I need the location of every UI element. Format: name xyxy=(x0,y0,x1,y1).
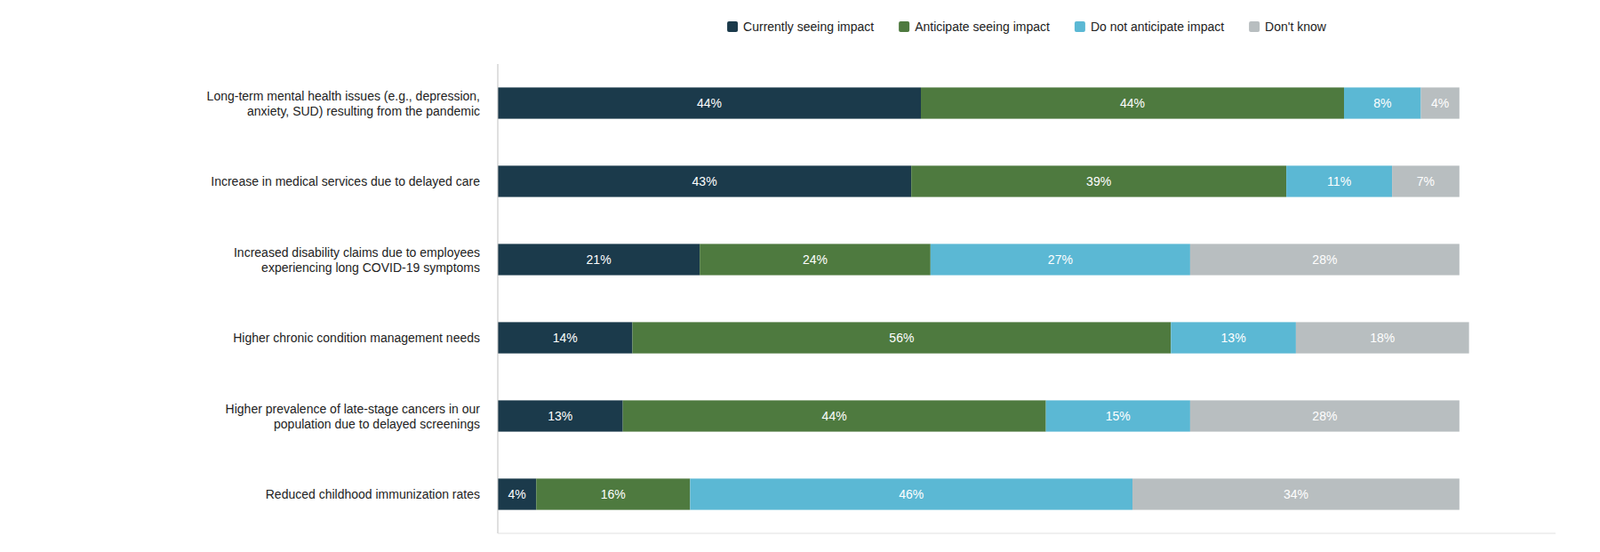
bar-segment xyxy=(689,478,1133,510)
category-label-line: anxiety, SUD) resulting from the pandemi… xyxy=(247,104,480,119)
bar-segment xyxy=(632,321,1171,353)
data-label: 15% xyxy=(1105,408,1131,424)
data-label: 44% xyxy=(696,96,722,111)
legend-item: Anticipate seeing impact xyxy=(898,19,1050,34)
category-label-line: Increased disability claims due to emplo… xyxy=(233,245,480,260)
bar-segment xyxy=(497,478,536,510)
category-label-line: experiencing long COVID-19 symptoms xyxy=(261,260,480,275)
data-label: 28% xyxy=(1312,408,1337,424)
legend-label: Don't know xyxy=(1264,19,1328,34)
legend-label: Do not anticipate impact xyxy=(1090,19,1224,34)
category-label-line: Increase in medical services due to dela… xyxy=(210,174,480,189)
bar-segment xyxy=(497,321,632,353)
data-label: 39% xyxy=(1086,174,1112,189)
x-axis-line xyxy=(497,533,1556,535)
bar-segment xyxy=(911,165,1287,197)
data-label: 4% xyxy=(1431,96,1449,111)
data-label: 46% xyxy=(898,487,924,502)
data-label: 14% xyxy=(552,330,578,345)
data-label: 21% xyxy=(586,252,612,267)
bar-segment xyxy=(1392,165,1460,197)
bar-segment xyxy=(497,87,921,119)
category-label-line: Reduced childhood immunization rates xyxy=(265,487,480,502)
baseline xyxy=(497,64,499,534)
bar-segment xyxy=(497,165,912,197)
data-labels: 44% 44% 8% 4% 43% 39% 11% 7% 21% 24% 27% 28% 14% 56% 1… xyxy=(508,96,1450,502)
bar-segment xyxy=(497,400,624,432)
legend-swatch xyxy=(898,21,910,32)
bar-segment xyxy=(1421,87,1460,119)
bar-segment xyxy=(930,243,1191,275)
data-label: 13% xyxy=(547,408,573,424)
bar-segment xyxy=(1190,400,1460,432)
data-label: 8% xyxy=(1373,96,1392,111)
data-label: 24% xyxy=(802,252,828,267)
data-label: 43% xyxy=(692,174,718,189)
legend-swatch xyxy=(1248,21,1260,32)
bar-segment xyxy=(1170,321,1296,353)
legend: Currently seeing impact Anticipate seeing… xyxy=(727,19,1328,34)
data-label: 56% xyxy=(888,330,914,345)
bar-segment xyxy=(1132,478,1460,510)
category-label: Higher chronic condition management need… xyxy=(232,330,480,345)
bar-segment xyxy=(623,400,1047,432)
legend-item: Currently seeing impact xyxy=(727,19,874,34)
legend-item: Do not anticipate impact xyxy=(1074,19,1224,34)
category-label: Increased disability claims due to emplo… xyxy=(233,245,480,275)
data-label: 11% xyxy=(1327,174,1352,189)
category-label-line: Higher chronic condition management need… xyxy=(232,330,480,345)
category-label: Increase in medical services due to dela… xyxy=(210,174,480,189)
data-label: 28% xyxy=(1312,252,1337,267)
bar-segment xyxy=(1046,400,1191,432)
data-label: 4% xyxy=(508,487,527,502)
legend-item: Don't know xyxy=(1248,19,1328,34)
data-label: 18% xyxy=(1369,330,1395,345)
bar-segment xyxy=(497,243,700,275)
bar-segment xyxy=(920,87,1344,119)
bar-segment xyxy=(1190,243,1460,275)
bar-segment xyxy=(1286,165,1392,197)
bar-segment xyxy=(536,478,690,510)
bars xyxy=(497,87,1470,510)
category-label-line: Higher prevalence of late-stage cancers … xyxy=(225,401,481,416)
data-label: 27% xyxy=(1048,252,1073,267)
category-label-line: Long-term mental health issues (e.g., de… xyxy=(207,88,480,104)
bar-segment xyxy=(699,243,931,275)
legend-label: Currently seeing impact xyxy=(743,19,874,34)
bar-segment xyxy=(1344,87,1422,119)
data-label: 44% xyxy=(822,408,848,424)
data-label: 16% xyxy=(600,487,626,502)
category-labels: Long-term mental health issues (e.g., de… xyxy=(207,88,481,503)
bar-segment xyxy=(1296,321,1470,353)
data-label: 7% xyxy=(1416,174,1435,189)
data-label: 13% xyxy=(1221,330,1247,345)
category-label: Reduced childhood immunization rates xyxy=(265,487,480,502)
axes xyxy=(497,64,1556,534)
background xyxy=(0,0,1600,552)
data-label: 34% xyxy=(1283,487,1309,502)
legend-label: Anticipate seeing impact xyxy=(914,19,1050,34)
category-label: Long-term mental health issues (e.g., de… xyxy=(207,88,480,119)
legend-swatch xyxy=(727,21,738,32)
category-label: Higher prevalence of late-stage cancers … xyxy=(225,401,481,432)
category-label-line: population due to delayed screenings xyxy=(273,416,480,432)
data-label: 44% xyxy=(1120,96,1145,111)
chart: Currently seeing impact Anticipate seeing… xyxy=(0,0,1600,552)
legend-swatch xyxy=(1074,21,1086,32)
chart-container: Currently seeing impact Anticipate seeing… xyxy=(0,0,1600,552)
